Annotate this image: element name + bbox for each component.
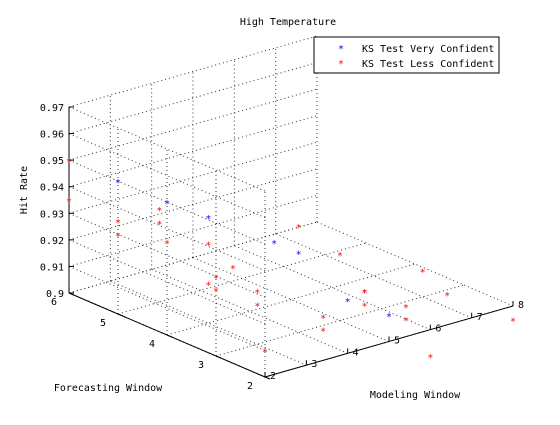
legend-box bbox=[313, 36, 500, 74]
x-tick-label: 4 bbox=[353, 347, 359, 358]
data-point-less-confident: * bbox=[156, 206, 162, 217]
grid-line-floor-y bbox=[117, 242, 367, 315]
data-point-less-confident: * bbox=[296, 223, 302, 234]
data-point-less-confident: * bbox=[230, 264, 236, 275]
z-tick-label: 0.9 bbox=[46, 289, 64, 300]
data-point-less-confident: * bbox=[420, 267, 426, 278]
chart-title: High Temperature bbox=[240, 17, 336, 28]
x-tick-label: 2 bbox=[270, 371, 276, 382]
legend-marker-very-confident: * bbox=[338, 44, 344, 55]
grid-line-side-z bbox=[68, 212, 266, 298]
y-tick-label: 4 bbox=[149, 339, 155, 350]
x-tick-label: 6 bbox=[435, 324, 441, 335]
z-tick-label: 0.93 bbox=[40, 209, 64, 220]
grid-line-floor-y bbox=[215, 284, 465, 357]
data-point-less-confident: * bbox=[262, 347, 268, 358]
grid-line-back-z bbox=[68, 35, 318, 108]
grid-line-floor-y bbox=[166, 263, 416, 336]
data-point-less-confident: * bbox=[205, 240, 211, 251]
z-tick-label: 0.91 bbox=[40, 262, 64, 273]
data-point-very-confident: * bbox=[271, 239, 277, 250]
data-point-less-confident: * bbox=[205, 280, 211, 291]
data-point-less-confident: * bbox=[66, 197, 72, 208]
data-point-less-confident: * bbox=[444, 291, 450, 302]
x-tick-label: 5 bbox=[394, 336, 400, 347]
data-point-less-confident: * bbox=[361, 301, 367, 312]
data-point-very-confident: * bbox=[386, 312, 392, 323]
legend-label-very-confident: KS Test Very Confident bbox=[362, 44, 494, 55]
data-point-less-confident: * bbox=[427, 353, 433, 364]
x-axis-label: Modeling Window bbox=[370, 390, 461, 401]
grid-line-back-z bbox=[68, 168, 318, 241]
y-tick-label: 3 bbox=[198, 360, 204, 371]
legend-label-less-confident: KS Test Less Confident bbox=[362, 59, 494, 70]
grid-layer bbox=[68, 35, 514, 378]
data-point-very-confident: * bbox=[296, 250, 302, 261]
z-tick-label: 0.94 bbox=[40, 183, 64, 194]
data-point-less-confident: * bbox=[320, 313, 326, 324]
z-tick-label: 0.92 bbox=[40, 236, 64, 247]
grid-line-side-z bbox=[68, 239, 266, 325]
data-point-less-confident: * bbox=[403, 303, 409, 314]
y-tick-mark bbox=[264, 376, 271, 380]
data-point-less-confident: * bbox=[115, 218, 121, 229]
y-tick-label: 6 bbox=[51, 297, 57, 308]
grid-line-back-z bbox=[68, 194, 318, 267]
x-tick-label: 7 bbox=[477, 312, 483, 323]
grid-line-back-z bbox=[68, 62, 318, 135]
data-point-less-confident: * bbox=[164, 239, 170, 250]
data-point-less-confident: * bbox=[403, 316, 409, 327]
data-point-less-confident: * bbox=[510, 316, 516, 327]
data-point-less-confident: * bbox=[320, 327, 326, 338]
data-point-less-confident: * bbox=[115, 231, 121, 242]
y-tick-mark bbox=[166, 334, 173, 338]
z-tick-label: 0.97 bbox=[40, 103, 64, 114]
data-point-very-confident: * bbox=[115, 178, 121, 189]
legend: * KS Test Very Confident * KS Test Less … bbox=[313, 36, 500, 74]
z-tick-label: 0.96 bbox=[40, 130, 64, 141]
point-layer: ***************************** ****** bbox=[66, 157, 516, 364]
grid-line-back-z bbox=[68, 88, 318, 161]
grid-line-back-z bbox=[68, 115, 318, 188]
data-point-less-confident: * bbox=[213, 287, 219, 298]
data-point-less-confident: * bbox=[361, 288, 367, 299]
x-tick-label: 3 bbox=[311, 359, 317, 370]
data-point-very-confident: * bbox=[205, 214, 211, 225]
tick-layer: 2345678234560.90.910.920.930.940.950.960… bbox=[40, 103, 524, 392]
grid-line-side-z bbox=[68, 265, 266, 351]
data-point-less-confident: * bbox=[361, 288, 367, 299]
grid-line-back-z bbox=[68, 141, 318, 214]
data-point-very-confident: * bbox=[345, 297, 351, 308]
y-tick-label: 5 bbox=[100, 318, 106, 329]
z-tick-label: 0.95 bbox=[40, 156, 64, 167]
x-tick-label: 8 bbox=[518, 300, 524, 311]
y-tick-mark bbox=[117, 313, 124, 317]
y-tick-label: 2 bbox=[247, 381, 253, 392]
data-point-less-confident: * bbox=[213, 273, 219, 284]
data-point-less-confident: * bbox=[337, 251, 343, 262]
grid-line-back-z bbox=[68, 221, 318, 294]
y-axis-label: Forecasting Window bbox=[54, 383, 163, 394]
z-axis-label: Hit Rate bbox=[19, 166, 30, 214]
data-point-very-confident: * bbox=[164, 199, 170, 210]
y-tick-mark bbox=[215, 355, 222, 359]
data-point-less-confident: * bbox=[66, 157, 72, 168]
data-point-less-confident: * bbox=[156, 219, 162, 230]
legend-marker-less-confident: * bbox=[338, 59, 344, 70]
data-point-less-confident: * bbox=[254, 301, 260, 312]
data-point-less-confident: * bbox=[254, 288, 260, 299]
